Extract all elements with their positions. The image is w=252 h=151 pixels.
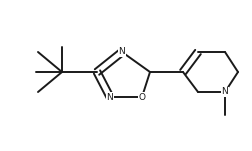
- Text: O: O: [138, 93, 145, 101]
- Text: N: N: [106, 93, 113, 101]
- Text: N: N: [221, 87, 228, 96]
- Text: N: N: [118, 48, 125, 56]
